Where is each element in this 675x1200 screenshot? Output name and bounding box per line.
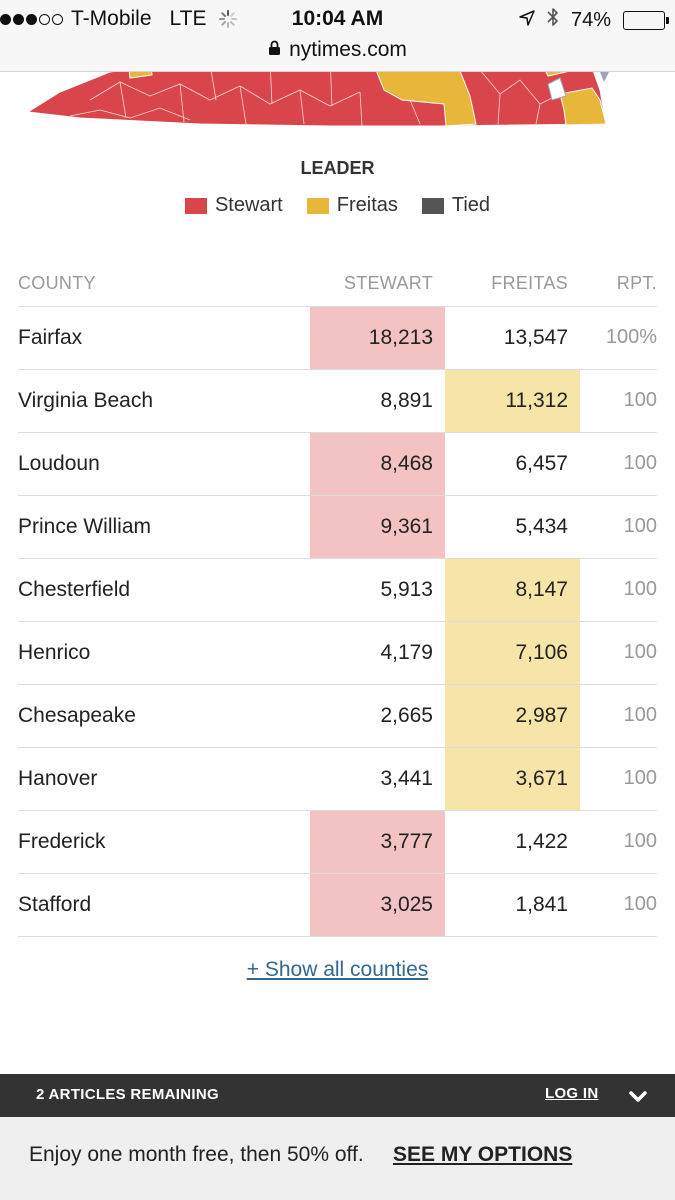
cell-stewart-votes: 2,665 (310, 684, 445, 748)
battery-percentage: 74% (570, 8, 611, 31)
cell-stewart-votes: 4,179 (310, 621, 445, 685)
offer-text: Enjoy one month free, then 50% off. (29, 1143, 364, 1166)
table-row: Chesapeake 2,665 2,987 100 (18, 684, 657, 748)
chevron-down-icon[interactable] (626, 1087, 650, 1105)
legend-swatch-freitas (306, 197, 329, 214)
cell-reporting: 100 (580, 495, 657, 559)
table-row: Henrico 4,179 7,106 100 (18, 621, 657, 685)
cell-county: Stafford (18, 873, 310, 937)
cell-reporting: 100 (580, 747, 657, 811)
header-county: COUNTY (18, 262, 310, 307)
cell-county: Prince William (18, 495, 310, 559)
cell-stewart-votes: 18,213 (310, 306, 445, 370)
cell-freitas-votes: 6,457 (445, 432, 580, 496)
signal-strength-icon (0, 13, 63, 25)
legend-label-stewart: Stewart (214, 194, 283, 216)
header-stewart: STEWART (310, 262, 445, 307)
subscription-offer: Enjoy one month free, then 50% off. SEE … (0, 1117, 675, 1200)
table-row: Fairfax 18,213 13,547 100% (18, 306, 657, 370)
cell-freitas-votes: 7,106 (445, 621, 580, 685)
activity-spinner-icon (218, 10, 237, 28)
show-all-counties: + Show all counties (0, 958, 675, 982)
legend-swatch-stewart (184, 197, 207, 214)
cell-stewart-votes: 3,777 (310, 810, 445, 874)
lock-icon (268, 38, 281, 62)
cell-freitas-votes: 3,671 (445, 747, 580, 811)
legend-title: LEADER (300, 158, 375, 178)
cell-stewart-votes: 9,361 (310, 495, 445, 559)
carrier-info: T-Mobile LTE (0, 7, 237, 31)
cell-stewart-votes: 3,025 (310, 873, 445, 937)
legend-item-freitas: Freitas (306, 194, 398, 217)
table-row: Hanover 3,441 3,671 100 (18, 747, 657, 811)
header-reporting: RPT. (580, 262, 657, 307)
cell-reporting: 100 (580, 369, 657, 433)
articles-remaining: 2 ARTICLES REMAINING (36, 1086, 219, 1103)
status-bar: T-Mobile LTE 10:04 AM (0, 0, 675, 38)
cell-freitas-votes: 8,147 (445, 558, 580, 622)
cell-county: Chesterfield (18, 558, 310, 622)
cell-county: Henrico (18, 621, 310, 685)
cell-freitas-votes: 1,841 (445, 873, 580, 937)
paywall-bar: 2 ARTICLES REMAINING LOG IN (0, 1074, 675, 1117)
legend-item-stewart: Stewart (184, 194, 283, 217)
header-freitas: FREITAS (445, 262, 580, 307)
show-all-counties-link[interactable]: + Show all counties (246, 958, 429, 981)
cell-county: Chesapeake (18, 684, 310, 748)
legend-label-tied: Tied (451, 194, 491, 216)
cell-freitas-votes: 13,547 (445, 306, 580, 370)
cell-freitas-votes: 1,422 (445, 810, 580, 874)
cell-stewart-votes: 3,441 (310, 747, 445, 811)
legend-item-tied: Tied (421, 194, 491, 217)
url-domain: nytimes.com (289, 38, 407, 61)
cell-freitas-votes: 2,987 (445, 684, 580, 748)
cell-county: Loudoun (18, 432, 310, 496)
cell-freitas-votes: 5,434 (445, 495, 580, 559)
battery-icon (623, 10, 669, 30)
table-body: Fairfax 18,213 13,547 100% Virginia Beach 8,8… (18, 306, 657, 937)
cell-stewart-votes: 5,913 (310, 558, 445, 622)
clock: 10:04 AM (291, 7, 384, 30)
cell-reporting: 100 (580, 810, 657, 874)
cell-stewart-votes: 8,891 (310, 369, 445, 433)
table-row: Frederick 3,777 1,422 100 (18, 810, 657, 874)
county-results-table: COUNTY STEWART FREITAS RPT. Fairfax 18,21… (18, 262, 657, 937)
cell-county: Fairfax (18, 306, 310, 370)
table-header-row: COUNTY STEWART FREITAS RPT. (18, 262, 657, 307)
table-row: Loudoun 8,468 6,457 100 (18, 432, 657, 496)
location-arrow-icon (519, 9, 535, 32)
cell-county: Hanover (18, 747, 310, 811)
log-in-link[interactable]: LOG IN (545, 1085, 599, 1102)
cell-reporting: 100 (580, 873, 657, 937)
legend: Stewart Freitas Tied (0, 194, 675, 217)
table-row: Chesterfield 5,913 8,147 100 (18, 558, 657, 622)
see-my-options-link[interactable]: SEE MY OPTIONS (393, 1143, 573, 1166)
carrier-name: T-Mobile (71, 7, 152, 30)
cell-county: Virginia Beach (18, 369, 310, 433)
legend-swatch-tied (421, 197, 444, 214)
cell-reporting: 100% (580, 306, 657, 370)
network-type: LTE (169, 7, 207, 30)
bluetooth-icon (547, 7, 559, 33)
table-row: Virginia Beach 8,891 11,312 100 (18, 369, 657, 433)
cell-stewart-votes: 8,468 (310, 432, 445, 496)
cell-reporting: 100 (580, 432, 657, 496)
cell-county: Frederick (18, 810, 310, 874)
cell-reporting: 100 (580, 621, 657, 685)
cell-reporting: 100 (580, 558, 657, 622)
legend-label-freitas: Freitas (336, 194, 398, 216)
cell-freitas-votes: 11,312 (445, 369, 580, 433)
table-row: Stafford 3,025 1,841 100 (18, 873, 657, 937)
table-row: Prince William 9,361 5,434 100 (18, 495, 657, 559)
cell-reporting: 100 (580, 684, 657, 748)
address-bar[interactable]: nytimes.com (0, 38, 675, 72)
